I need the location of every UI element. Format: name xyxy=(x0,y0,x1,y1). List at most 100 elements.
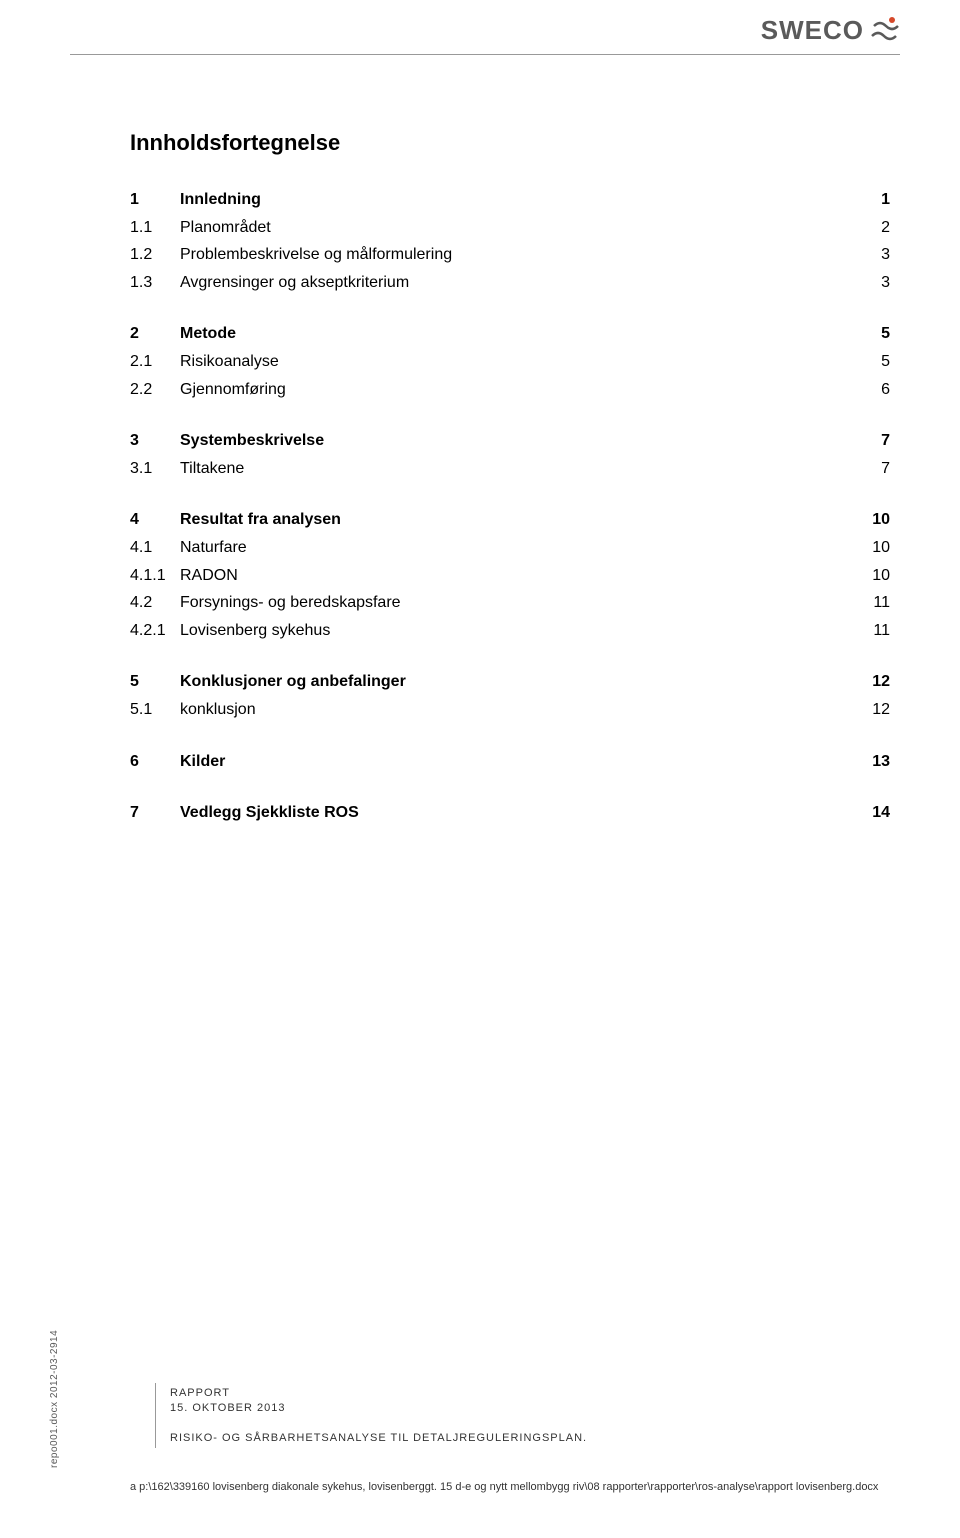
toc-number: 5 xyxy=(130,669,180,695)
toc-page: 5 xyxy=(881,349,890,375)
toc-section: 6Kilder 13 xyxy=(130,748,890,776)
toc-page: 13 xyxy=(872,749,890,775)
content-area: Innholdsfortegnelse 1Innledning11.1Plano… xyxy=(130,130,890,851)
toc-row-left: 1.1Planområdet xyxy=(130,215,271,241)
footer-block: RAPPORT 15. OKTOBER 2013 RISIKO- OG SÅRB… xyxy=(155,1383,587,1448)
toc-page: 6 xyxy=(881,377,890,403)
toc-row: 1.1Planområdet 2 xyxy=(130,214,890,242)
logo-symbol-icon xyxy=(870,16,900,46)
toc-title: Planområdet xyxy=(180,215,271,241)
toc-title: konklusjon xyxy=(180,697,256,723)
footer-report-label: RAPPORT xyxy=(170,1387,587,1399)
toc-row-left: 1.2Problembeskrivelse og målformulering xyxy=(130,242,452,268)
toc-row: 5.1konklusjon 12 xyxy=(130,696,890,724)
toc-row: 1.2Problembeskrivelse og målformulering 3 xyxy=(130,241,890,269)
toc-row: 7Vedlegg Sjekkliste ROS 14 xyxy=(130,799,890,827)
toc-number: 1.1 xyxy=(130,215,180,241)
brand-logo: SWECO xyxy=(761,15,900,46)
toc-page: 5 xyxy=(881,321,890,347)
toc-page: 10 xyxy=(872,535,890,561)
toc-row-left: 4Resultat fra analysen xyxy=(130,507,341,533)
toc-row-left: 2.2Gjennomføring xyxy=(130,377,286,403)
toc-row-left: 3.1Tiltakene xyxy=(130,456,244,482)
toc-number: 2.1 xyxy=(130,349,180,375)
toc-section: 3Systembeskrivelse 73.1Tiltakene7 xyxy=(130,427,890,482)
toc-page: 10 xyxy=(872,507,890,533)
toc-row-left: 2.1Risikoanalyse xyxy=(130,349,279,375)
toc-page: 2 xyxy=(881,215,890,241)
toc-page: 3 xyxy=(881,242,890,268)
footer-subtitle: RISIKO- OG SÅRBARHETSANALYSE TIL DETALJR… xyxy=(170,1432,587,1444)
toc-page: 14 xyxy=(872,800,890,826)
toc-row: 4.1Naturfare 10 xyxy=(130,534,890,562)
toc-page: 1 xyxy=(881,187,890,213)
toc-title: Innledning xyxy=(180,187,261,213)
toc-row-left: 7Vedlegg Sjekkliste ROS xyxy=(130,800,359,826)
toc-number: 4.1.1 xyxy=(130,563,180,589)
toc-row: 4Resultat fra analysen 10 xyxy=(130,506,890,534)
toc-number: 1.3 xyxy=(130,270,180,296)
toc-title: Forsynings- og beredskapsfare xyxy=(180,590,401,616)
toc-title: Konklusjoner og anbefalinger xyxy=(180,669,406,695)
toc-number: 2 xyxy=(130,321,180,347)
toc-section: 4Resultat fra analysen104.1Naturfare104.… xyxy=(130,506,890,644)
toc-section: 1Innledning11.1Planområdet21.2Problembes… xyxy=(130,186,890,296)
toc-row: 4.2.1Lovisenberg sykehus 11 xyxy=(130,617,890,645)
toc-title: Metode xyxy=(180,321,236,347)
toc-number: 5.1 xyxy=(130,697,180,723)
toc-number: 1 xyxy=(130,187,180,213)
toc-row-left: 5.1konklusjon xyxy=(130,697,256,723)
toc-page: 3 xyxy=(881,270,890,296)
toc-section: 2Metode52.1Risikoanalyse52.2Gjennomførin… xyxy=(130,320,890,403)
toc-page: 12 xyxy=(872,669,890,695)
toc-title: Resultat fra analysen xyxy=(180,507,341,533)
toc-row: 4.2Forsynings- og beredskapsfare 11 xyxy=(130,589,890,617)
toc-title: Avgrensinger og akseptkriterium xyxy=(180,270,409,296)
toc-number: 4.2 xyxy=(130,590,180,616)
toc-title: Kilder xyxy=(180,749,225,775)
toc-row-left: 4.1Naturfare xyxy=(130,535,247,561)
toc-row: 4.1.1RADON 10 xyxy=(130,562,890,590)
toc-row: 2.2Gjennomføring 6 xyxy=(130,376,890,404)
page-title: Innholdsfortegnelse xyxy=(130,130,890,156)
toc-page: 10 xyxy=(872,563,890,589)
toc-number: 3.1 xyxy=(130,456,180,482)
toc-number: 7 xyxy=(130,800,180,826)
toc-row: 3.1Tiltakene7 xyxy=(130,455,890,483)
side-reference-text: repo001.docx 2012-03-2914 xyxy=(49,1330,60,1468)
toc-page: 12 xyxy=(872,697,890,723)
toc-row: 1.3Avgrensinger og akseptkriterium 3 xyxy=(130,269,890,297)
toc-page: 11 xyxy=(873,590,890,616)
toc-title: Vedlegg Sjekkliste ROS xyxy=(180,800,359,826)
toc-row-left: 6Kilder xyxy=(130,749,225,775)
toc-row-left: 5Konklusjoner og anbefalinger xyxy=(130,669,406,695)
toc-number: 1.2 xyxy=(130,242,180,268)
toc-row: 1Innledning1 xyxy=(130,186,890,214)
toc-title: Risikoanalyse xyxy=(180,349,279,375)
toc-row: 2Metode 5 xyxy=(130,320,890,348)
toc-number: 4.1 xyxy=(130,535,180,561)
toc-number: 6 xyxy=(130,749,180,775)
toc-row: 6Kilder 13 xyxy=(130,748,890,776)
header-rule xyxy=(70,54,900,55)
toc-number: 4.2.1 xyxy=(130,618,180,644)
toc-row-left: 1Innledning xyxy=(130,187,261,213)
toc-title: Lovisenberg sykehus xyxy=(180,618,330,644)
toc-section: 7Vedlegg Sjekkliste ROS 14 xyxy=(130,799,890,827)
toc-row-left: 4.1.1RADON xyxy=(130,563,238,589)
toc-title: Systembeskrivelse xyxy=(180,428,324,454)
table-of-contents: 1Innledning11.1Planområdet21.2Problembes… xyxy=(130,186,890,827)
toc-page: 11 xyxy=(873,618,890,644)
toc-number: 4 xyxy=(130,507,180,533)
footer-date: 15. OKTOBER 2013 xyxy=(170,1402,587,1414)
toc-row-left: 3Systembeskrivelse xyxy=(130,428,324,454)
toc-section: 5Konklusjoner og anbefalinger125.1konklu… xyxy=(130,668,890,723)
toc-row-left: 1.3Avgrensinger og akseptkriterium xyxy=(130,270,409,296)
toc-title: RADON xyxy=(180,563,238,589)
toc-page: 7 xyxy=(881,428,890,454)
toc-row-left: 4.2Forsynings- og beredskapsfare xyxy=(130,590,401,616)
toc-row-left: 4.2.1Lovisenberg sykehus xyxy=(130,618,330,644)
toc-row: 5Konklusjoner og anbefalinger 12 xyxy=(130,668,890,696)
toc-title: Tiltakene xyxy=(180,456,244,482)
toc-title: Problembeskrivelse og målformulering xyxy=(180,242,452,268)
